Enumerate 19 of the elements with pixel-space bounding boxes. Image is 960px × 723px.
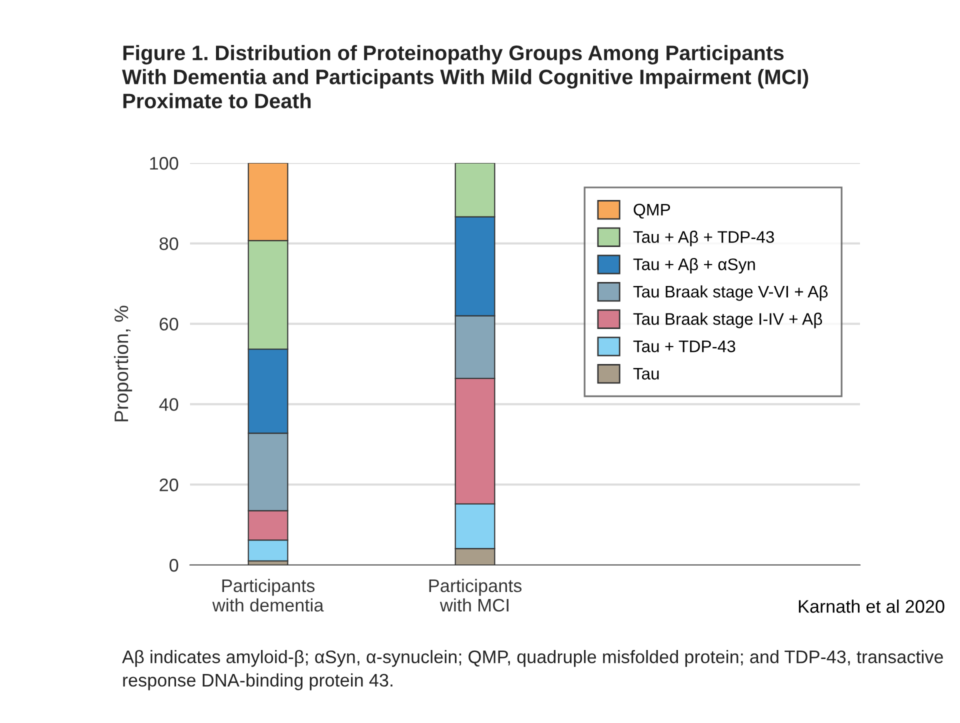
x-tick-label: Participants with MCI [429, 578, 522, 612]
legend-label: Tau + Aβ + TDP-43 [633, 230, 774, 246]
legend-label: Tau + TDP-43 [633, 340, 736, 352]
y-tick-label: 100 [150, 156, 178, 170]
y-tick-label: 0 [170, 558, 178, 572]
y-tick-label: 40 [159, 398, 178, 411]
text: Aβ indicates amyloid-β; αSyn, α-synuclein; QMP, quadruple misfolded protein; and TDP-43, transactive response DNA-binding protein 43. [122, 650, 943, 690]
chart-title: Figure 1. Distribution of Proteinopathy Groups Among Participants With Dementia and Participants With Mild Cognitive Impairment (MCI) Proximate to Death [122, 45, 808, 108]
x-tick-label: Participants with dementia [212, 578, 324, 612]
y-tick-label: 60 [160, 318, 178, 331]
legend-label: Tau + Aβ + αSyn [633, 258, 755, 274]
legend-label: QMP [634, 204, 670, 219]
legend-label: Tau Braak stage I-IV + Aβ [633, 312, 822, 328]
y-tick-label: 80 [160, 237, 178, 250]
text: Karnath et al 2020 [798, 600, 944, 613]
legend-label: Tau [633, 368, 659, 380]
legend-label: Tau Braak stage V-VI + Aβ [633, 285, 828, 301]
y-axis-title: Proportion, % [114, 306, 132, 422]
y-tick-label: 20 [160, 478, 178, 492]
